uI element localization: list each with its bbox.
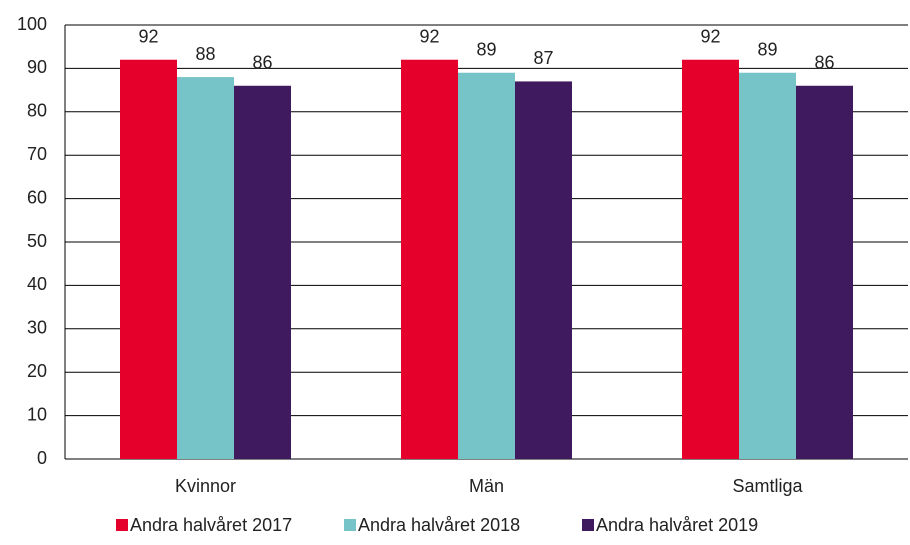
bar xyxy=(234,85,291,459)
data-label: 92 xyxy=(700,26,720,46)
data-label: 86 xyxy=(814,53,834,73)
legend-swatch xyxy=(582,519,594,531)
y-tick-label: 40 xyxy=(27,274,47,294)
bar xyxy=(120,59,177,459)
y-tick-label: 10 xyxy=(27,404,47,424)
bar xyxy=(177,77,234,459)
y-tick-label: 90 xyxy=(27,57,47,77)
y-tick-label: 50 xyxy=(27,231,47,251)
data-label: 92 xyxy=(138,26,158,46)
y-tick-label: 30 xyxy=(27,318,47,338)
bar xyxy=(739,72,796,460)
x-tick-label: Kvinnor xyxy=(175,476,236,496)
bar xyxy=(682,59,739,459)
y-tick-label: 70 xyxy=(27,144,47,164)
data-label: 86 xyxy=(252,53,272,73)
data-label: 89 xyxy=(757,39,777,59)
data-label: 88 xyxy=(195,44,215,64)
y-tick-label: 0 xyxy=(37,448,47,468)
x-tick-label: Män xyxy=(469,476,504,496)
data-label: 92 xyxy=(419,26,439,46)
y-tick-label: 100 xyxy=(17,14,47,34)
legend-label: Andra halvåret 2019 xyxy=(596,515,758,535)
bar xyxy=(401,59,458,459)
legend-label: Andra halvåret 2017 xyxy=(130,515,292,535)
legend-label: Andra halvåret 2018 xyxy=(358,515,520,535)
x-tick-label: Samtliga xyxy=(732,476,803,496)
y-tick-label: 60 xyxy=(27,187,47,207)
y-tick-label: 80 xyxy=(27,101,47,121)
bar xyxy=(796,85,853,459)
legend-swatch xyxy=(344,519,356,531)
y-tick-label: 20 xyxy=(27,361,47,381)
legend-swatch xyxy=(116,519,128,531)
data-label: 87 xyxy=(533,48,553,68)
bar xyxy=(515,81,572,460)
bar xyxy=(458,72,515,460)
data-label: 89 xyxy=(476,39,496,59)
